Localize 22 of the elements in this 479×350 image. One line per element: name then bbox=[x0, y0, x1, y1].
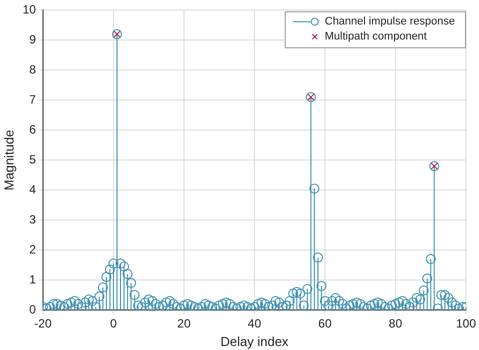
y-tick-label: 9 bbox=[29, 32, 36, 46]
x-tick-label: 20 bbox=[177, 316, 191, 331]
x-tick-label: 100 bbox=[456, 316, 476, 331]
y-tick-label: 7 bbox=[29, 92, 36, 106]
y-tick-label: 3 bbox=[29, 212, 36, 226]
x-tick-label: 80 bbox=[388, 316, 402, 331]
y-tick-label: 8 bbox=[29, 62, 36, 76]
x-tick-label: 60 bbox=[318, 316, 332, 331]
legend-label: Channel impulse response bbox=[324, 16, 455, 28]
x-tick-label: 0 bbox=[110, 316, 118, 331]
y-tick-label: 1 bbox=[29, 272, 36, 286]
y-tick-label: 5 bbox=[29, 152, 36, 166]
y-axis-title: Magnitude bbox=[1, 130, 16, 190]
x-tick-label: 40 bbox=[248, 316, 262, 331]
x-axis-title: Delay index bbox=[220, 334, 289, 349]
y-tick-label: 2 bbox=[29, 242, 36, 256]
y-tick-label: 4 bbox=[29, 182, 36, 196]
x-tick-label: -20 bbox=[34, 316, 52, 331]
legend-label: Multipath component bbox=[324, 30, 427, 43]
y-tick-label: 10 bbox=[22, 2, 36, 17]
y-tick-label: 6 bbox=[29, 122, 36, 136]
y-tick-label: 0 bbox=[29, 302, 36, 316]
